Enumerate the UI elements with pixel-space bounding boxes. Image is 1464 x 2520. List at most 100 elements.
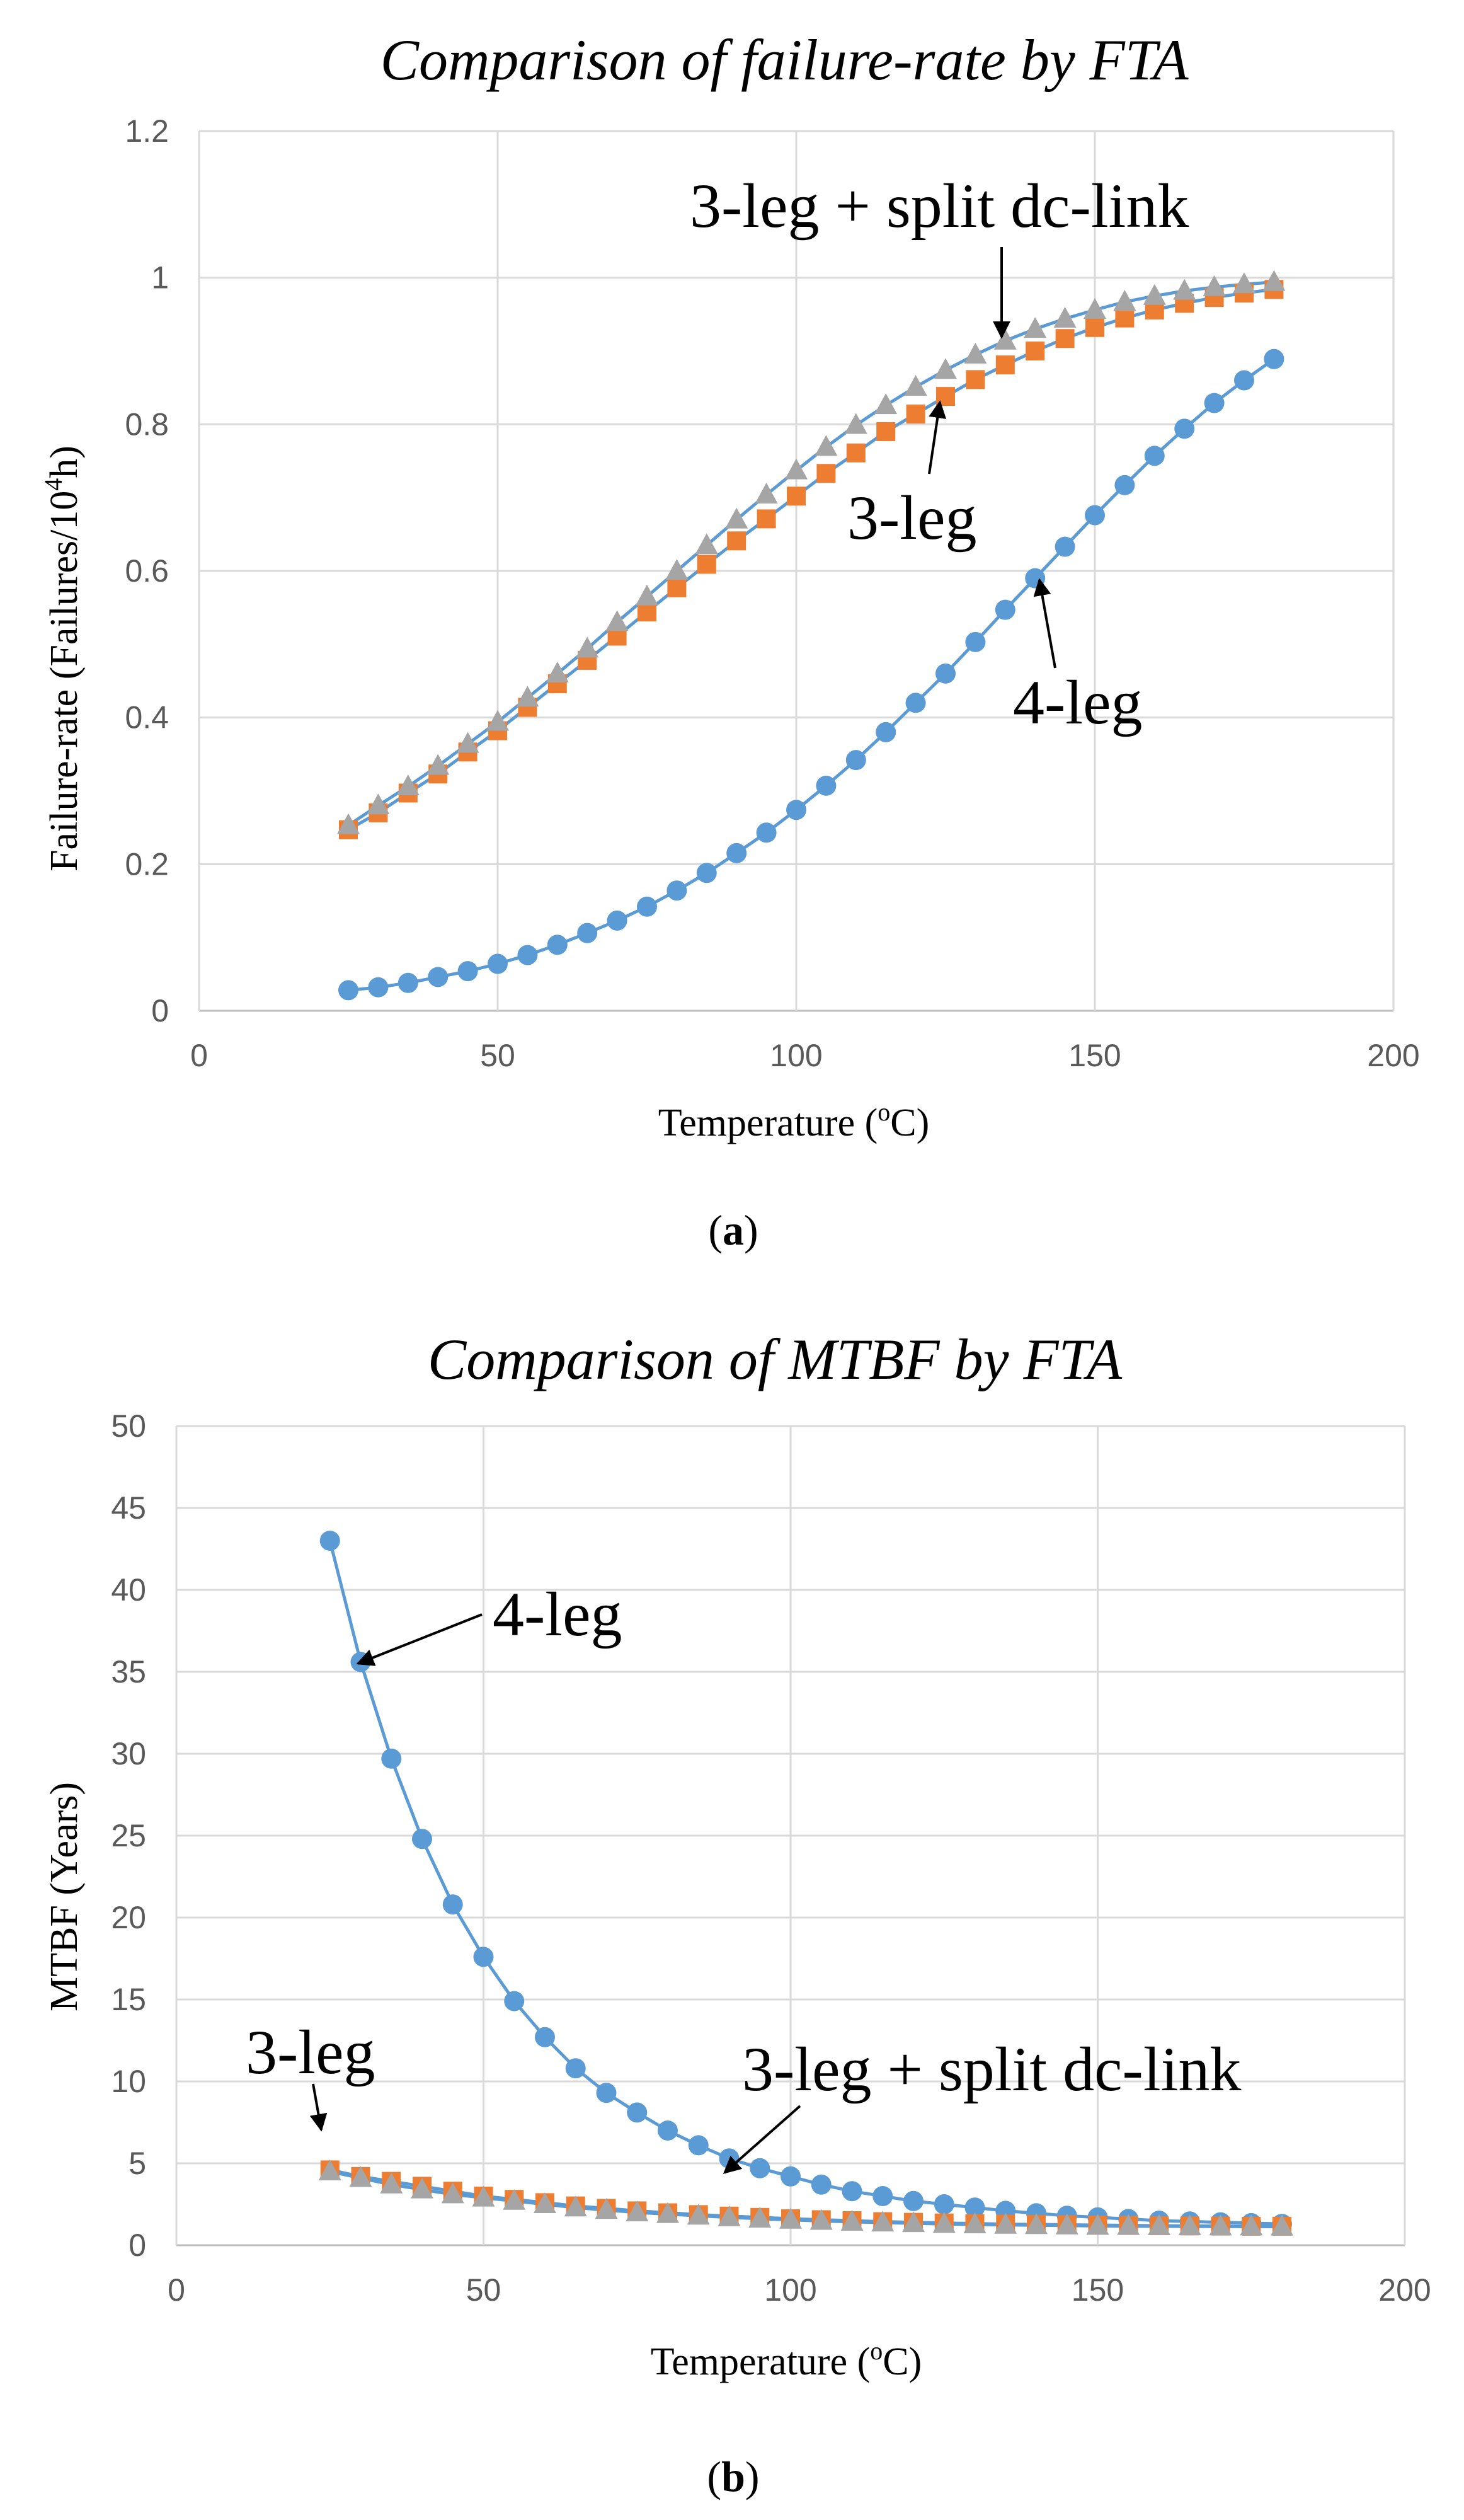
data-point-triangle (964, 342, 987, 364)
x-tick-label: 100 (764, 2272, 816, 2308)
data-point-square (995, 355, 1015, 375)
data-point-circle (726, 843, 747, 863)
data-point-circle (658, 2120, 678, 2141)
data-point-circle (428, 967, 449, 987)
data-point-triangle (564, 2195, 587, 2217)
data-point-triangle (380, 2172, 403, 2194)
data-point-circle (786, 800, 806, 820)
data-point-triangle (605, 610, 629, 631)
series-line-triangle (347, 280, 1274, 827)
y-tick-label: 0.2 (125, 846, 169, 882)
panel-b-label: (b) (707, 2453, 759, 2500)
data-point-square (697, 555, 716, 574)
data-point-square (906, 405, 925, 424)
data-point-square (667, 578, 687, 597)
data-point-circle (750, 2158, 770, 2178)
data-point-circle (607, 910, 627, 931)
data-point-triangle (318, 2160, 341, 2180)
data-point-circle (781, 2166, 801, 2187)
data-point-triangle (1209, 2214, 1232, 2236)
data-point-circle (412, 1829, 432, 1850)
y-tick-label: 0 (129, 2228, 146, 2263)
data-point-triangle (963, 2212, 986, 2233)
data-point-triangle (1053, 306, 1077, 328)
chart-a-gridlines (198, 130, 1395, 1012)
data-point-triangle (503, 2189, 526, 2210)
data-point-triangle (994, 2212, 1017, 2234)
data-point-triangle (656, 2202, 679, 2223)
data-point-triangle (1178, 2214, 1201, 2236)
data-point-triangle (809, 2209, 833, 2230)
chart-b-title: Comparison of MTBF by FTA (428, 1327, 1123, 1391)
data-point-triangle (904, 375, 927, 396)
data-point-circle (1114, 475, 1135, 495)
data-point-square (638, 602, 656, 622)
data-point-circle (845, 750, 866, 771)
data-point-circle (338, 980, 358, 1001)
data-point-circle (517, 945, 538, 965)
data-point-circle (816, 775, 837, 796)
y-tick-label: 50 (111, 1408, 146, 1444)
data-point-square (727, 531, 746, 551)
data-point-triangle (441, 2182, 464, 2204)
data-point-circle (1204, 393, 1225, 413)
data-point-circle (1264, 348, 1284, 369)
data-point-circle (872, 2186, 893, 2206)
data-point-circle (1174, 418, 1195, 439)
chart-b-arrow-3leg (309, 2083, 328, 2132)
data-point-triangle (576, 636, 599, 658)
x-tick-label: 0 (190, 1038, 208, 1073)
y-tick-label: 0 (151, 993, 169, 1028)
data-point-triangle (411, 2177, 433, 2199)
data-point-triangle (1262, 270, 1286, 291)
data-point-triangle (516, 686, 539, 707)
data-point-circle (688, 2135, 709, 2156)
data-point-circle (547, 935, 568, 955)
data-point-circle (488, 953, 508, 974)
data-point-triangle (932, 2212, 956, 2233)
chart-b-arrow-split (723, 2105, 801, 2174)
series-line-square (347, 287, 1274, 831)
data-point-square (846, 443, 866, 463)
y-tick-label: 1.2 (125, 113, 169, 149)
data-point-circle (457, 961, 478, 982)
chart-a: Comparison of failure-rate by FTA 0 0.2 0.… (39, 28, 1420, 1254)
x-tick-label: 150 (1068, 1038, 1121, 1073)
data-point-circle (565, 2058, 586, 2079)
data-point-square (1026, 342, 1045, 360)
data-point-circle (995, 599, 1015, 620)
chart-b-x-ticks: 0 50 100 150 200 (168, 2272, 1431, 2308)
data-point-circle (1144, 446, 1165, 466)
chart-b-gridlines (175, 1425, 1406, 2247)
x-tick-label: 50 (480, 1038, 515, 1073)
data-point-circle (666, 880, 687, 901)
data-point-circle (627, 2102, 648, 2123)
y-tick-label: 20 (111, 1900, 146, 1935)
data-point-triangle (1233, 272, 1255, 294)
data-point-square (876, 422, 896, 441)
chart-a-x-ticks: 0 50 100 150 200 (190, 1038, 1420, 1073)
data-point-triangle (1055, 2213, 1078, 2235)
data-point-triangle (396, 774, 420, 796)
chart-a-y-ticks: 0 0.2 0.4 0.6 0.8 1 1.2 (125, 113, 169, 1028)
data-point-triangle (1173, 279, 1196, 300)
data-point-triangle (349, 2166, 372, 2187)
data-point-triangle (748, 2206, 772, 2228)
data-point-triangle (546, 661, 569, 682)
y-tick-label: 5 (129, 2146, 146, 2181)
data-point-triangle (874, 393, 898, 415)
data-point-triangle (367, 793, 390, 815)
chart-b-annotation-3leg: 3-leg (246, 2017, 375, 2087)
data-point-circle (965, 631, 986, 652)
chart-b-y-ticks: 0 5 10 15 20 25 30 35 40 45 50 (111, 1408, 146, 2263)
data-point-circle (842, 2181, 862, 2202)
chart-b-annotation-4leg: 4-leg (493, 1579, 622, 1649)
chart-b-ylabel: MTBF (Years) (43, 1782, 86, 2011)
data-point-triangle (993, 328, 1017, 350)
data-point-square (1085, 318, 1104, 337)
data-point-triangle (1117, 2214, 1140, 2235)
data-point-circle (504, 1991, 525, 2011)
data-point-circle (596, 2083, 617, 2103)
y-tick-label: 40 (111, 1572, 146, 1608)
x-tick-label: 50 (466, 2272, 501, 2308)
